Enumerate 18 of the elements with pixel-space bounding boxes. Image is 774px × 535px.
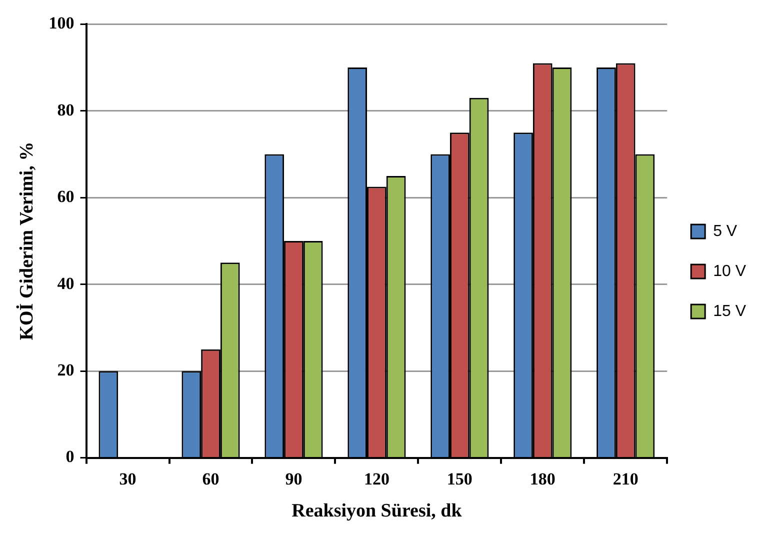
x-tick-label: 30 <box>119 469 136 488</box>
x-tick-label: 120 <box>364 469 390 488</box>
y-tick-label: 20 <box>57 360 74 380</box>
y-axis-title: KOİ Giderim Verimi, % <box>15 142 38 340</box>
x-tick-label: 150 <box>446 469 472 488</box>
legend-label: 5 V <box>713 222 738 240</box>
x-tick-label: 60 <box>202 469 220 488</box>
legend-label: 15 V <box>713 302 746 320</box>
y-tick-label: 100 <box>48 14 74 33</box>
x-tick-label: 90 <box>285 469 302 488</box>
y-tick-label: 80 <box>57 100 74 120</box>
y-tick-label: 60 <box>57 187 74 206</box>
legend-label: 10 V <box>713 262 746 280</box>
y-tick-label: 0 <box>66 447 74 466</box>
y-tick-label: 40 <box>57 274 74 293</box>
x-tick-label: 180 <box>530 469 556 488</box>
x-axis-title: Reaksiyon Süresi, dk <box>292 500 462 522</box>
x-tick-label: 210 <box>612 469 638 488</box>
